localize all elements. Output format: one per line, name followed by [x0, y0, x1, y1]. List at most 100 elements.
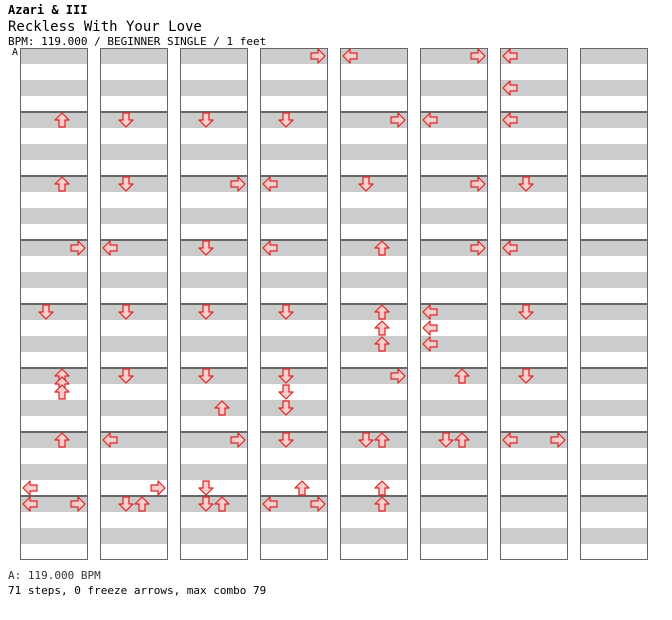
beat-band — [20, 240, 88, 256]
beat-band — [420, 400, 488, 416]
bpm-summary: A: 119.000 BPM — [8, 569, 101, 582]
measure-box — [580, 176, 648, 240]
song-artist: Azari & III — [8, 3, 88, 17]
measure-box — [500, 496, 568, 560]
beat-band — [100, 144, 168, 160]
arrow-left-icon — [102, 240, 118, 256]
arrow-left-icon — [422, 112, 438, 128]
beat-band — [580, 304, 648, 320]
beat-band — [260, 272, 328, 288]
arrow-up-icon — [214, 400, 230, 416]
beat-band — [20, 400, 88, 416]
beat-band — [180, 112, 248, 128]
beat-band — [500, 144, 568, 160]
beat-band — [180, 80, 248, 96]
beat-band — [180, 432, 248, 448]
beat-band — [420, 240, 488, 256]
beat-band — [260, 432, 328, 448]
beat-band — [20, 144, 88, 160]
beat-band — [180, 400, 248, 416]
measure-box — [420, 368, 488, 432]
arrow-down-icon — [518, 304, 534, 320]
beat-band — [180, 240, 248, 256]
measure-box — [340, 432, 408, 496]
beat-band — [340, 368, 408, 384]
beat-band — [20, 368, 88, 384]
beat-band — [580, 144, 648, 160]
beat-band — [340, 528, 408, 544]
measure-box — [500, 48, 568, 112]
beat-band — [340, 48, 408, 64]
measure-box — [500, 304, 568, 368]
arrow-up-icon — [374, 240, 390, 256]
beat-band — [420, 272, 488, 288]
beat-band — [20, 208, 88, 224]
arrow-left-icon — [22, 480, 38, 496]
arrow-left-icon — [502, 80, 518, 96]
beat-band — [260, 336, 328, 352]
beat-band — [420, 208, 488, 224]
arrow-right-icon — [470, 48, 486, 64]
beat-band — [420, 496, 488, 512]
arrow-up-icon — [374, 480, 390, 496]
measure-box — [260, 240, 328, 304]
arrow-right-icon — [310, 48, 326, 64]
arrow-right-icon — [310, 496, 326, 512]
beat-band — [180, 368, 248, 384]
measure-box — [100, 432, 168, 496]
arrow-right-icon — [70, 496, 86, 512]
beat-band — [20, 432, 88, 448]
beat-band — [260, 528, 328, 544]
measure-box — [580, 432, 648, 496]
beat-band — [180, 176, 248, 192]
beat-band — [260, 80, 328, 96]
beat-band — [260, 368, 328, 384]
beat-band — [500, 368, 568, 384]
measure-box — [340, 496, 408, 560]
beat-band — [340, 304, 408, 320]
measure-box — [580, 496, 648, 560]
beat-band — [420, 528, 488, 544]
arrow-down-icon — [278, 368, 294, 384]
measure-box — [260, 176, 328, 240]
arrow-down-icon — [118, 368, 134, 384]
arrow-left-icon — [422, 320, 438, 336]
beat-band — [500, 48, 568, 64]
measure-box — [20, 304, 88, 368]
beat-band — [20, 176, 88, 192]
arrow-left-icon — [422, 336, 438, 352]
measure-box — [260, 48, 328, 112]
beat-band — [260, 304, 328, 320]
beat-band — [100, 272, 168, 288]
arrow-down-icon — [198, 304, 214, 320]
beat-band — [340, 272, 408, 288]
arrow-down-icon — [438, 432, 454, 448]
measure-box — [20, 176, 88, 240]
beat-band — [100, 432, 168, 448]
beat-band — [420, 368, 488, 384]
beat-band — [260, 464, 328, 480]
beat-band — [420, 464, 488, 480]
beat-band — [340, 432, 408, 448]
arrow-up-icon — [54, 176, 70, 192]
measure-box — [580, 368, 648, 432]
song-title: Reckless With Your Love — [8, 19, 202, 35]
beat-band — [500, 528, 568, 544]
arrow-down-icon — [278, 432, 294, 448]
measure-box — [420, 304, 488, 368]
beat-band — [100, 208, 168, 224]
arrow-down-icon — [198, 112, 214, 128]
arrow-down-icon — [198, 480, 214, 496]
arrow-right-icon — [230, 176, 246, 192]
beat-band — [420, 304, 488, 320]
arrow-left-icon — [262, 176, 278, 192]
beat-band — [20, 464, 88, 480]
arrow-right-icon — [470, 176, 486, 192]
beat-band — [580, 496, 648, 512]
arrow-left-icon — [502, 432, 518, 448]
measure-box — [500, 240, 568, 304]
measure-box — [20, 368, 88, 432]
beat-band — [500, 496, 568, 512]
beat-band — [100, 528, 168, 544]
